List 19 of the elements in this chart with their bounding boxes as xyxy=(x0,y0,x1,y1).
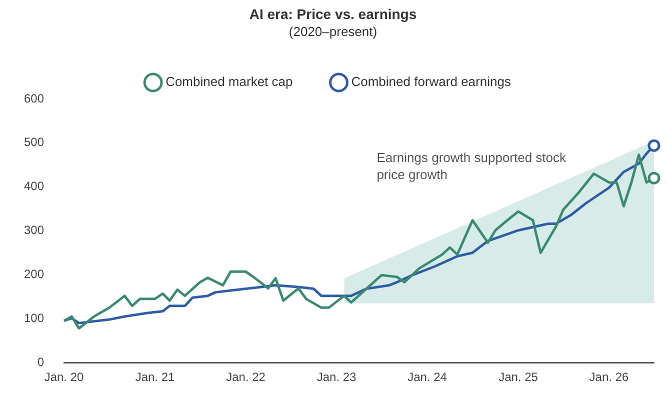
chart-subtitle: (2020–present) xyxy=(288,24,378,39)
y-tick-label: 0 xyxy=(37,354,44,369)
x-tick-label: Jan. 21 xyxy=(135,370,176,384)
legend-label: Combined market cap xyxy=(166,74,293,90)
x-tick-label: Jan. 20 xyxy=(44,370,84,384)
annotation: Earnings growth supported stock price growth xyxy=(376,149,567,184)
y-tick-label: 300 xyxy=(24,223,44,238)
x-tick-label: Jan. 26 xyxy=(589,370,629,384)
x-tick-label: Jan. 22 xyxy=(226,370,266,384)
chart-title: AI era: Price vs. earnings xyxy=(248,6,418,22)
y-tick-label: 400 xyxy=(24,179,44,194)
y-tick-label: 200 xyxy=(24,267,44,282)
y-tick-label: 100 xyxy=(24,310,44,325)
y-tick-label: 600 xyxy=(24,91,44,106)
y-tick-label: 500 xyxy=(24,135,44,150)
x-tick-label: Jan. 25 xyxy=(498,370,538,384)
legend-label: Combined forward earnings xyxy=(351,74,512,90)
x-tick-label: Jan. 24 xyxy=(408,370,448,384)
x-tick-label: Jan. 23 xyxy=(316,370,357,384)
